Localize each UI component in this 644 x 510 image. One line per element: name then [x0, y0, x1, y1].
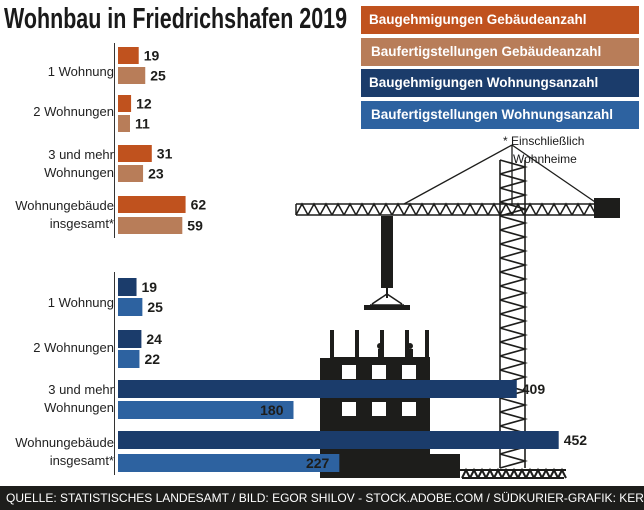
footnote-line1: * Einschließlich	[503, 134, 585, 148]
category-label: Wohnungebäude insgesamt*	[15, 435, 114, 468]
chart-canvas: 19 25 12 11 31 23 62 59 19 25 24 22 409 180 452 227	[118, 47, 620, 479]
crane-jib	[295, 202, 612, 216]
crane-counterweight	[594, 198, 620, 218]
legend-baufertigstellungen-wohnungen: Baufertigstellungen Wohnungsanzahl	[361, 101, 639, 129]
bar-value-label: 25	[147, 299, 163, 315]
bar	[118, 67, 146, 84]
crane-rigging	[403, 144, 599, 205]
bar-value-label: 409	[522, 381, 546, 397]
bar	[118, 217, 183, 234]
bar	[118, 196, 186, 213]
bar-value-label: 452	[564, 432, 588, 448]
bars-layer: 19 25 12 11 31 23 62 59 19 25 24 22 409 180 452 227	[118, 47, 587, 472]
footnote-line2: Wohnheime	[513, 152, 577, 166]
legend-baufertigstellungen-gebaeude: Baufertigstellungen Gebäudeanzahl	[361, 38, 639, 66]
bar	[118, 278, 137, 296]
crane-hook-block	[381, 216, 393, 288]
bar-value-label: 180	[260, 402, 284, 418]
bar	[118, 47, 139, 64]
axis-line-top	[114, 43, 115, 238]
bar	[118, 165, 144, 182]
bar	[118, 298, 143, 316]
bar-value-label: 12	[136, 96, 152, 112]
bar	[118, 350, 140, 368]
category-label: 3 und mehr Wohnungen	[44, 147, 114, 180]
construction-silhouette	[295, 144, 620, 479]
construction-workers	[377, 343, 413, 358]
footnote: * Einschließlich Wohnheime	[503, 132, 643, 168]
bar	[118, 115, 130, 132]
bar-value-label: 59	[187, 218, 203, 234]
crane-base	[460, 467, 567, 479]
crane-mast	[499, 159, 528, 469]
bar	[118, 401, 294, 419]
category-label: 1 Wohnung	[47, 295, 114, 310]
bar	[118, 95, 132, 112]
crane-load-beam	[364, 305, 410, 310]
bar	[118, 380, 517, 398]
category-label: Wohnungebäude insgesamt*	[15, 198, 114, 231]
legend-baugehmigungen-wohnungen: Baugehmigungen Wohnungsanzahl	[361, 69, 639, 97]
bar-value-label: 31	[157, 146, 173, 162]
bar-value-label: 62	[191, 197, 207, 213]
bar-value-label: 227	[306, 455, 330, 471]
category-label: 1 Wohnung	[47, 64, 114, 79]
bar-value-label: 24	[146, 331, 162, 347]
legend-baugehmigungen-gebaeude: Baugehmigungen Gebäudeanzahl	[361, 6, 639, 34]
axis-line-bottom	[114, 272, 115, 475]
category-label: 3 und mehr Wohnungen	[44, 382, 114, 415]
bar	[118, 145, 152, 162]
bar-value-label: 25	[150, 68, 166, 84]
bar-value-label: 19	[142, 279, 158, 295]
bar	[118, 454, 340, 472]
bar-value-label: 11	[135, 116, 150, 132]
bar-value-label: 19	[144, 48, 160, 64]
category-label: 2 Wohnungen	[33, 340, 114, 355]
source-footer: QUELLE: STATISTISCHES LANDESAMT / BILD: …	[0, 486, 644, 510]
bar-value-label: 23	[148, 166, 164, 182]
building	[320, 330, 460, 478]
bar-value-label: 22	[144, 351, 160, 367]
category-label: 2 Wohnungen	[33, 104, 114, 119]
bar	[118, 330, 142, 348]
bar	[118, 431, 559, 449]
building-windows	[342, 365, 416, 416]
